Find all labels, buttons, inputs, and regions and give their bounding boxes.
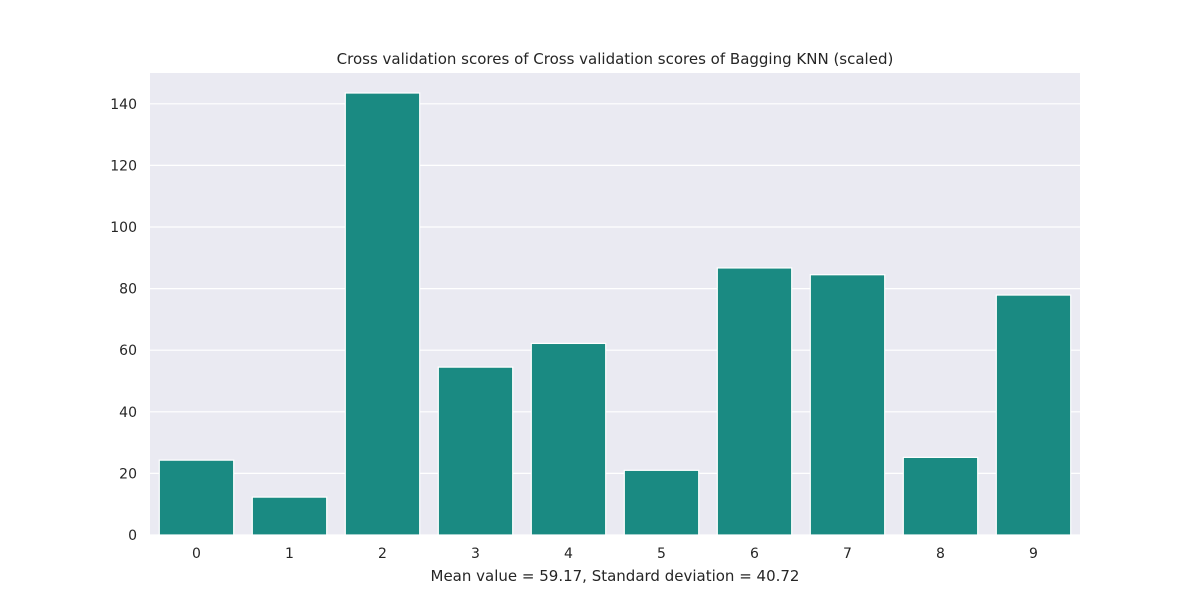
y-tick-label: 140	[110, 97, 137, 113]
bar-5	[623, 469, 700, 536]
x-axis-ticks: 0 1 2 3 4 5 6 7 8 9	[192, 546, 1038, 562]
y-tick-label: 100	[110, 220, 137, 236]
x-tick-label: 4	[564, 546, 573, 562]
y-tick-label: 120	[110, 158, 137, 174]
y-tick-label: 80	[119, 282, 137, 298]
bar-7	[809, 274, 886, 536]
x-tick-label: 2	[378, 546, 387, 562]
y-tick-label: 60	[119, 343, 137, 359]
x-tick-label: 1	[285, 546, 294, 562]
bar-4	[530, 342, 607, 536]
x-tick-label: 8	[936, 546, 945, 562]
bar-8	[902, 456, 979, 536]
bar-9	[995, 294, 1072, 536]
x-tick-label: 9	[1029, 546, 1038, 562]
x-tick-label: 7	[843, 546, 852, 562]
x-tick-label: 6	[750, 546, 759, 562]
chart-title: Cross validation scores of Cross validat…	[337, 50, 894, 68]
x-tick-label: 0	[192, 546, 201, 562]
y-tick-label: 20	[119, 466, 137, 482]
bar-0	[158, 459, 235, 536]
x-tick-label: 3	[471, 546, 480, 562]
bars	[158, 92, 1072, 536]
bar-6	[716, 267, 793, 536]
y-tick-label: 0	[128, 528, 137, 544]
x-axis-label: Mean value = 59.17, Standard deviation =…	[431, 567, 800, 585]
bar-1	[251, 496, 328, 536]
y-axis-ticks: 0 20 40 60 80 100 120 140	[110, 97, 137, 544]
x-tick-label: 5	[657, 546, 666, 562]
bar-3	[437, 366, 514, 536]
y-tick-label: 40	[119, 405, 137, 421]
bar-2	[344, 92, 421, 536]
